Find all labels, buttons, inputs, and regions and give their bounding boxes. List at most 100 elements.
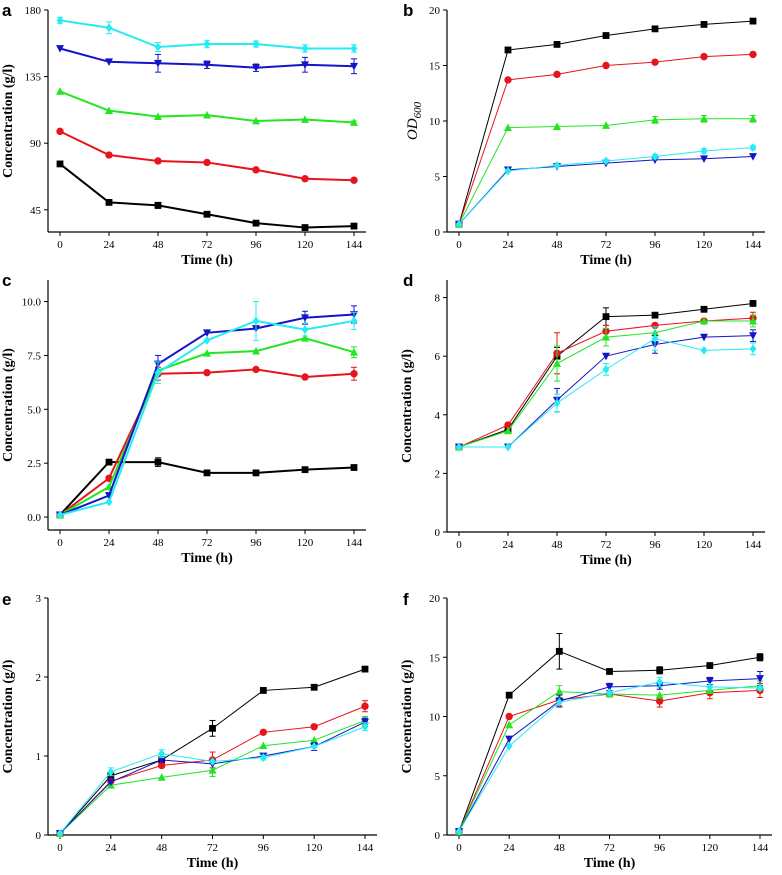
- panel-letter-d: d: [403, 271, 413, 290]
- y-tick-label: 15: [429, 61, 441, 73]
- data-point: [555, 697, 563, 707]
- data-point: [455, 827, 463, 836]
- data-point: [301, 224, 309, 231]
- data-point: [504, 166, 512, 176]
- data-point: [259, 753, 267, 762]
- x-tick-label: 72: [207, 842, 218, 854]
- data-point: [310, 723, 318, 731]
- y-axis-title: Concentration (g/l): [1, 64, 16, 178]
- series-s3: [455, 680, 764, 835]
- x-tick-label: 120: [696, 539, 713, 551]
- y-tick-label: 10: [429, 712, 441, 724]
- y-tick-label: 2: [36, 672, 42, 684]
- y-axis-title: OD600: [405, 101, 424, 140]
- data-point: [107, 767, 115, 777]
- y-tick-label: 5: [435, 771, 441, 783]
- series-s3: [56, 333, 358, 519]
- x-tick-label: 24: [503, 539, 515, 551]
- data-point: [252, 316, 260, 326]
- data-point: [602, 32, 610, 39]
- data-point: [157, 761, 166, 770]
- x-tick-label: 0: [57, 842, 63, 854]
- data-point: [252, 346, 260, 355]
- series-s5: [455, 676, 764, 836]
- data-point: [105, 23, 113, 33]
- data-point: [105, 151, 113, 159]
- data-point: [749, 114, 757, 123]
- y-tick-label: 8: [435, 293, 441, 305]
- data-point: [301, 373, 309, 381]
- y-tick-label: 45: [30, 205, 42, 217]
- data-point: [154, 368, 162, 378]
- data-point: [56, 829, 64, 838]
- data-point: [651, 152, 659, 161]
- y-tick-label: 10.0: [22, 297, 42, 309]
- data-point: [105, 458, 113, 466]
- x-tick-label: 96: [650, 539, 662, 551]
- data-point: [203, 110, 211, 119]
- data-point: [455, 442, 463, 452]
- x-tick-label: 48: [156, 842, 168, 854]
- data-point: [203, 158, 211, 167]
- x-tick-label: 72: [604, 842, 615, 854]
- data-point: [310, 742, 318, 751]
- series-s4: [56, 45, 358, 75]
- x-tick-label: 24: [105, 842, 117, 854]
- data-point: [655, 690, 664, 699]
- x-tick-label: 144: [745, 539, 762, 551]
- panel-a: a 0 24 48 72 96 120 144 45 90 135 180 Time (h) Concen…: [1, 1, 366, 268]
- data-point: [301, 325, 309, 334]
- data-point: [203, 335, 211, 345]
- data-point: [756, 653, 764, 661]
- series-s3: [455, 114, 757, 228]
- x-axis-title: Time (h): [181, 551, 233, 566]
- data-point: [154, 458, 162, 466]
- series-line: [458, 689, 761, 832]
- y-tick-label: 6: [435, 351, 441, 363]
- data-point: [154, 59, 162, 68]
- y-tick-label: 2.5: [27, 458, 41, 470]
- y-tick-label: 0: [435, 227, 441, 239]
- data-point: [105, 106, 113, 115]
- data-point: [602, 156, 610, 166]
- data-point: [602, 352, 610, 361]
- y-tick-label: 5: [435, 172, 441, 184]
- data-point: [301, 115, 309, 123]
- data-point: [749, 316, 757, 325]
- data-point: [504, 76, 512, 84]
- data-point: [651, 311, 659, 319]
- panel-b: b 0 24 48 72 96 120 144 0 5 10 15 20 Time (h) OD600: [403, 1, 765, 268]
- data-point: [252, 365, 260, 374]
- data-point: [203, 39, 211, 49]
- data-point: [700, 21, 708, 28]
- data-point: [553, 161, 561, 170]
- data-point: [756, 683, 764, 693]
- x-tick-label: 24: [104, 239, 116, 251]
- data-point: [209, 757, 216, 766]
- data-point: [361, 722, 369, 732]
- data-point: [749, 332, 757, 340]
- x-tick-label: 120: [702, 842, 719, 854]
- series-s5: [56, 15, 358, 53]
- data-point: [553, 359, 561, 367]
- series-line: [59, 726, 366, 834]
- data-point: [505, 712, 513, 721]
- data-point: [655, 697, 664, 705]
- data-point: [252, 116, 260, 125]
- panel-f: f 0 24 48 72 96 120 144 0 5 10 15 20 Time (h) Concentr…: [400, 590, 772, 871]
- data-point: [350, 176, 358, 184]
- data-point: [310, 736, 319, 744]
- x-axis-title: Time (h): [187, 856, 239, 871]
- data-point: [700, 345, 708, 355]
- y-tick-label: 10: [429, 116, 441, 128]
- data-point: [56, 510, 64, 520]
- data-point: [553, 70, 561, 79]
- panel-letter-e: e: [2, 590, 11, 609]
- x-tick-label: 72: [202, 239, 213, 251]
- data-point: [749, 143, 757, 153]
- data-point: [301, 175, 309, 183]
- x-tick-label: 72: [202, 537, 213, 549]
- y-tick-label: 5.0: [27, 404, 41, 416]
- series-s1: [56, 457, 358, 519]
